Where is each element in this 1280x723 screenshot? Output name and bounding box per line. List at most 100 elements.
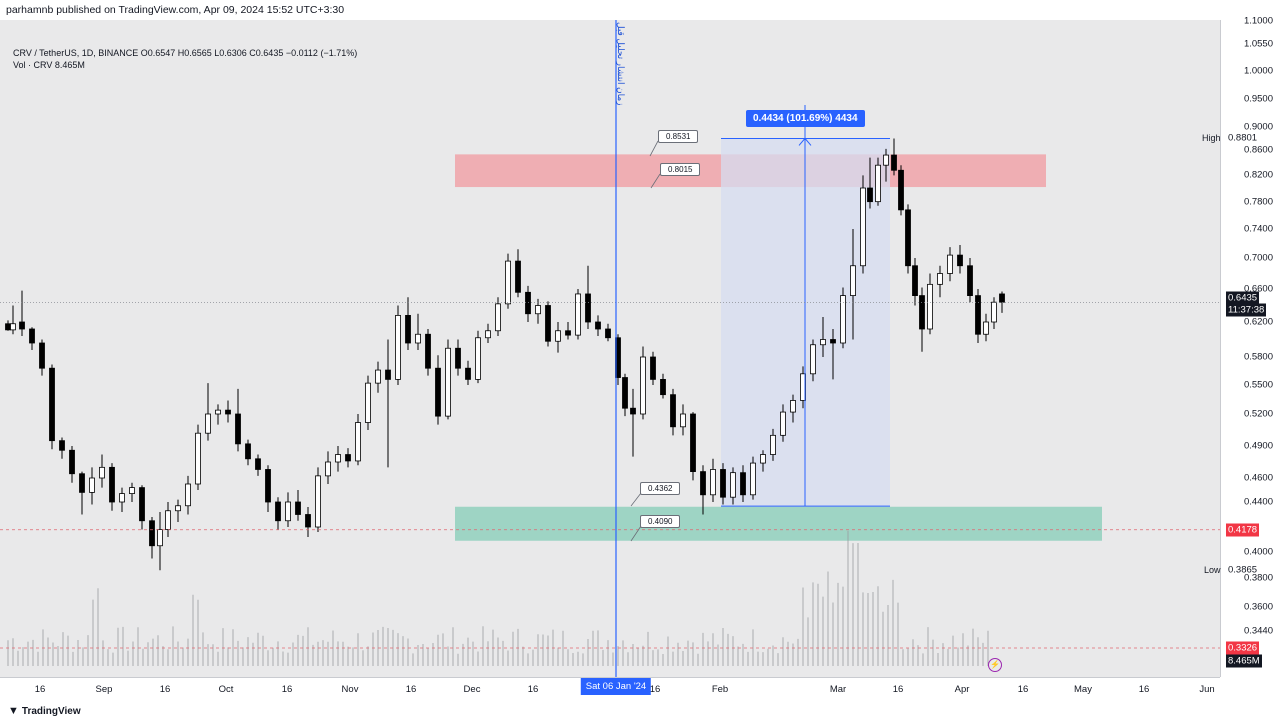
candle-body	[109, 466, 115, 503]
candle-body	[875, 164, 881, 203]
volume-group	[7, 530, 989, 666]
candle-body	[295, 501, 301, 515]
candle-body	[770, 434, 776, 455]
candle-body	[999, 293, 1005, 303]
x-tick-label: Apr	[954, 684, 970, 695]
candle-body	[605, 328, 611, 339]
symbol-legend[interactable]: CRV / TetherUS, 1D, BINANCE O0.6547 H0.6…	[13, 48, 358, 58]
candle-body	[185, 483, 191, 507]
high-value-tag: 0.8801	[1228, 132, 1258, 144]
x-tick-label: 16	[527, 684, 539, 695]
candle-body	[883, 154, 889, 166]
candle-body	[585, 293, 591, 323]
candle-body	[555, 330, 561, 342]
candle-body	[630, 407, 636, 415]
candle-body	[335, 454, 341, 463]
x-tick-label: Jun	[1199, 684, 1215, 695]
candle-body	[937, 273, 943, 285]
candle-body	[991, 301, 997, 323]
candle-body	[19, 321, 25, 330]
candle-body	[535, 305, 541, 315]
y-tick-label: 1.0000	[1243, 65, 1273, 77]
y-tick-label: 0.9500	[1243, 93, 1273, 105]
candle-body	[165, 510, 171, 530]
candle-body	[149, 520, 155, 547]
measure-label[interactable]: 0.4434 (101.69%) 4434	[746, 110, 865, 127]
y-tick-label: 0.7000	[1243, 252, 1273, 264]
x-tick-label: 16	[892, 684, 904, 695]
candle-body	[947, 254, 953, 274]
candle-body	[345, 454, 351, 462]
y-tick-label: 0.7400	[1243, 223, 1273, 235]
candle-body	[465, 367, 471, 380]
candle-body	[195, 432, 201, 485]
countdown-tag: 11:37:38	[1226, 303, 1267, 317]
candle-body	[175, 505, 181, 512]
candle-body	[265, 469, 271, 503]
callout-pointer	[630, 525, 642, 542]
candle-body	[622, 377, 628, 409]
candle-body	[810, 344, 816, 375]
candle-body	[455, 347, 461, 369]
candle-body	[919, 295, 925, 330]
x-tick-label: Sep	[95, 684, 113, 695]
price-axis[interactable]: 1.1000 1.0550 1.0000 0.9500 0.9000 0.8600 0.82…	[1220, 16, 1280, 677]
callout-0-4090[interactable]: 0.4090	[640, 515, 681, 528]
candle-body	[415, 333, 421, 344]
x-cursor-label: Sat 06 Jan '24	[580, 678, 652, 695]
candle-body	[385, 369, 391, 380]
candle-body	[285, 501, 291, 522]
y-tick-label: 0.3800	[1243, 572, 1273, 584]
candle-body	[720, 469, 726, 498]
y-tick-label: 0.5500	[1243, 379, 1273, 391]
x-tick-label: Nov	[341, 684, 359, 695]
volume-tag: 8.465M	[1226, 654, 1262, 668]
y-tick-label: 0.9000	[1243, 121, 1273, 133]
y-tick-label: 0.4600	[1243, 472, 1273, 484]
price-tag-0-3326: 0.3326	[1226, 641, 1260, 655]
candle-body	[975, 295, 981, 335]
candle-body	[49, 367, 55, 442]
demand-zone	[455, 506, 1102, 541]
x-tick-label: Oct	[218, 684, 234, 695]
price-chart-svg	[0, 20, 1220, 677]
y-tick-label: 0.4000	[1243, 546, 1273, 558]
last-price-tag: 0.6435	[1226, 291, 1260, 305]
volume-legend[interactable]: Vol · CRV 8.465M	[13, 60, 85, 70]
candle-body	[740, 472, 746, 496]
candle-body	[69, 449, 75, 475]
callout-0-8531[interactable]: 0.8531	[658, 130, 699, 143]
lightning-icon[interactable]: ⚡	[988, 658, 1002, 672]
y-tick-label: 1.0550	[1243, 38, 1273, 49]
vertical-annotation-text: زمان انتشار تحلیل قبل	[616, 22, 626, 106]
candle-body	[840, 295, 846, 344]
candle-body	[89, 477, 95, 493]
candle-body	[565, 330, 571, 336]
candle-body	[139, 487, 145, 522]
price-tag-0-4178: 0.4178	[1226, 523, 1260, 537]
y-tick-label: 0.3600	[1243, 601, 1273, 613]
y-tick-label: 0.7800	[1243, 196, 1273, 208]
candle-body	[275, 501, 281, 522]
callout-0-8015[interactable]: 0.8015	[660, 163, 701, 176]
candle-body	[375, 369, 381, 384]
candle-body	[245, 443, 251, 460]
candle-body	[157, 529, 163, 547]
candle-body	[515, 260, 521, 293]
chart-plot-area[interactable]: CRV / TetherUS, 1D, BINANCE O0.6547 H0.6…	[0, 20, 1220, 677]
candle-body	[205, 413, 211, 434]
tradingview-brand[interactable]: ▼ TradingView	[8, 705, 81, 717]
candle-body	[967, 265, 973, 297]
candle-body	[119, 493, 125, 503]
candle-body	[820, 339, 826, 346]
candle-body	[575, 293, 581, 336]
low-label: Low	[1204, 565, 1221, 575]
candle-body	[912, 265, 918, 297]
candle-body	[79, 473, 85, 493]
y-tick-label: 0.4900	[1243, 440, 1273, 452]
published-info: parhamnb published on TradingView.com, A…	[6, 4, 345, 16]
low-value-tag: 0.3865	[1228, 564, 1258, 576]
x-tick-label: Feb	[711, 684, 729, 695]
candle-body	[5, 323, 11, 331]
callout-0-4362[interactable]: 0.4362	[640, 482, 681, 495]
